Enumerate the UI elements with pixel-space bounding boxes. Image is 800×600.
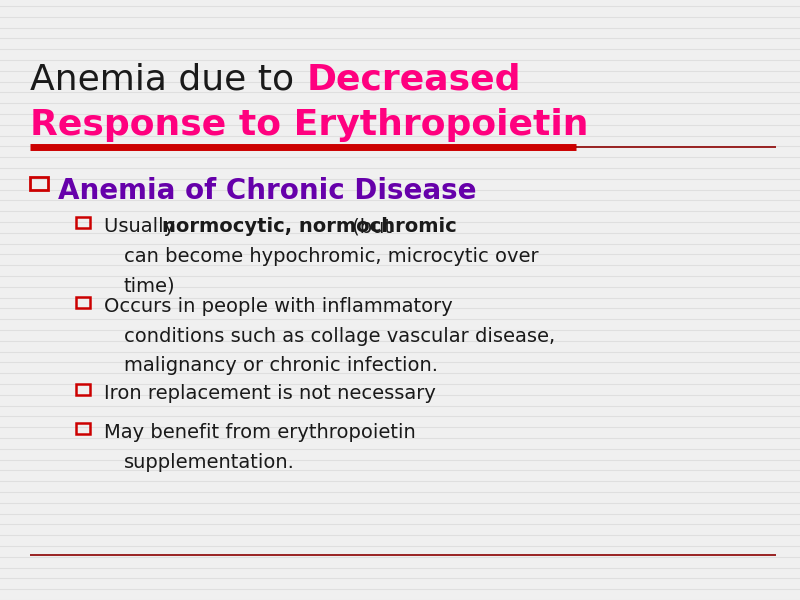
Text: Usually: Usually (104, 217, 182, 236)
Text: Decreased: Decreased (306, 63, 521, 97)
Text: Anemia due to: Anemia due to (30, 63, 306, 97)
Text: May benefit from erythropoietin: May benefit from erythropoietin (104, 423, 416, 442)
Text: Iron replacement is not necessary: Iron replacement is not necessary (104, 384, 436, 403)
Text: malignancy or chronic infection.: malignancy or chronic infection. (124, 356, 438, 375)
Text: Response to Erythropoietin: Response to Erythropoietin (30, 108, 589, 142)
Text: Anemia of Chronic Disease: Anemia of Chronic Disease (58, 177, 476, 205)
Text: can become hypochromic, microcytic over: can become hypochromic, microcytic over (124, 247, 538, 266)
Text: Occurs in people with inflammatory: Occurs in people with inflammatory (104, 297, 453, 316)
Text: conditions such as collage vascular disease,: conditions such as collage vascular dise… (124, 326, 555, 346)
Text: normocytic, normochromic: normocytic, normochromic (162, 217, 456, 236)
Text: (but: (but (346, 217, 392, 236)
Text: time): time) (124, 277, 176, 295)
Text: supplementation.: supplementation. (124, 452, 295, 472)
